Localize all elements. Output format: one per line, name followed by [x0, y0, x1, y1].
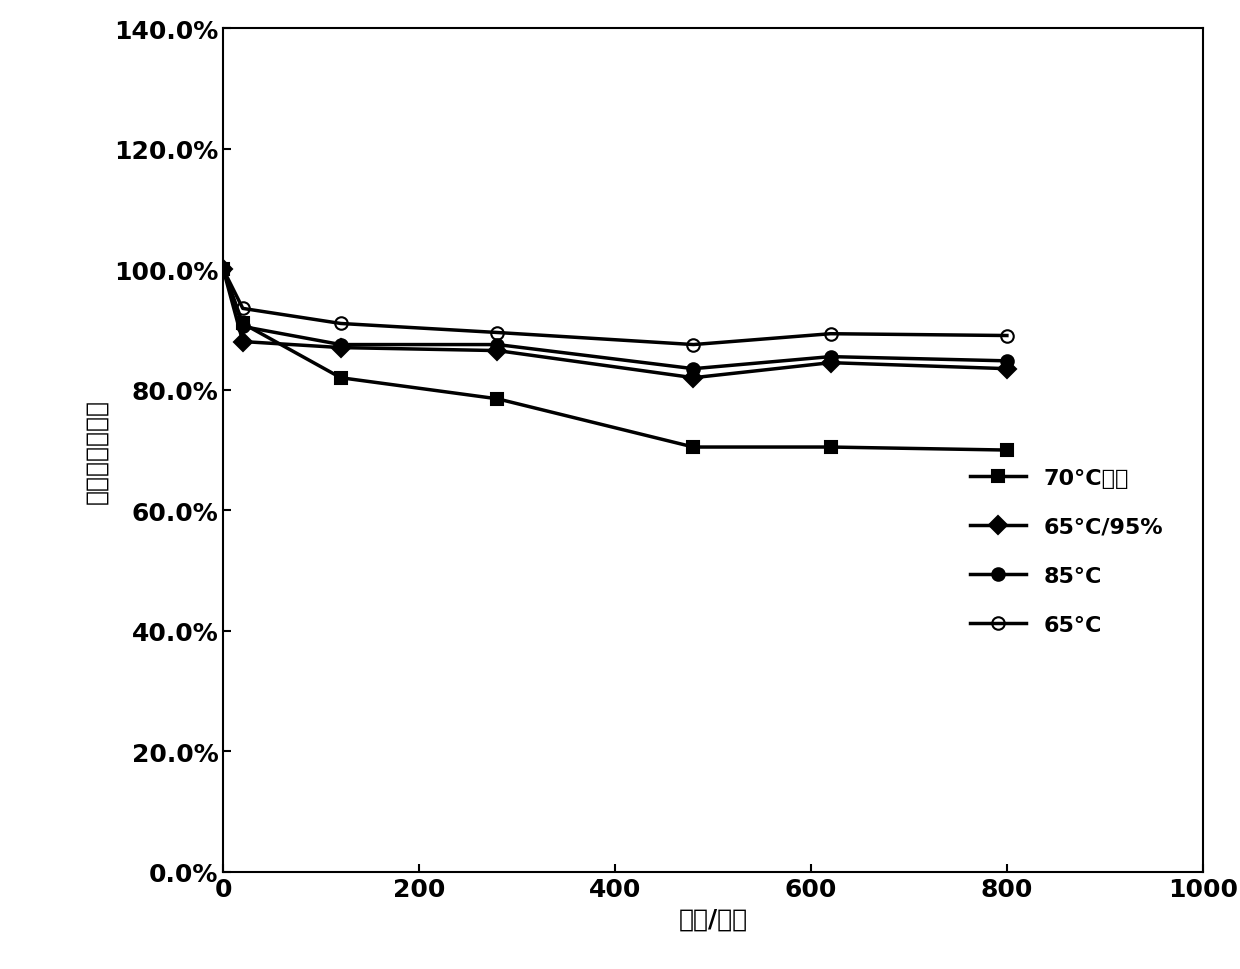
Legend: 70°C光照, 65°C/95%, 85°C, 65°C: 70°C光照, 65°C/95%, 85°C, 65°C [961, 459, 1172, 643]
X-axis label: 时间/小时: 时间/小时 [678, 906, 748, 930]
65°C [216, 265, 231, 276]
65°C [686, 339, 701, 351]
85°C [334, 339, 348, 351]
85°C [216, 265, 231, 276]
65°C/95% [823, 358, 838, 369]
70°C光照 [236, 318, 250, 329]
Line: 85°C: 85°C [217, 264, 1013, 376]
65°C [334, 318, 348, 329]
65°C [823, 328, 838, 340]
85°C [686, 363, 701, 375]
65°C [999, 330, 1014, 342]
65°C/95% [216, 265, 231, 276]
Line: 70°C光照: 70°C光照 [217, 264, 1013, 456]
65°C/95% [334, 342, 348, 354]
85°C [236, 322, 250, 333]
65°C/95% [490, 345, 505, 357]
70°C光照 [216, 265, 231, 276]
85°C [823, 352, 838, 363]
70°C光照 [999, 445, 1014, 456]
65°C [236, 303, 250, 315]
70°C光照 [823, 442, 838, 453]
85°C [490, 339, 505, 351]
65°C/95% [686, 372, 701, 384]
65°C/95% [236, 336, 250, 348]
65°C [490, 328, 505, 339]
Line: 65°C: 65°C [217, 264, 1013, 352]
70°C光照 [490, 393, 505, 405]
65°C/95% [999, 363, 1014, 375]
Y-axis label: 效率相对变化率: 效率相对变化率 [84, 398, 108, 503]
70°C光照 [686, 442, 701, 453]
70°C光照 [334, 372, 348, 384]
Line: 65°C/95%: 65°C/95% [217, 264, 1013, 385]
85°C [999, 356, 1014, 367]
